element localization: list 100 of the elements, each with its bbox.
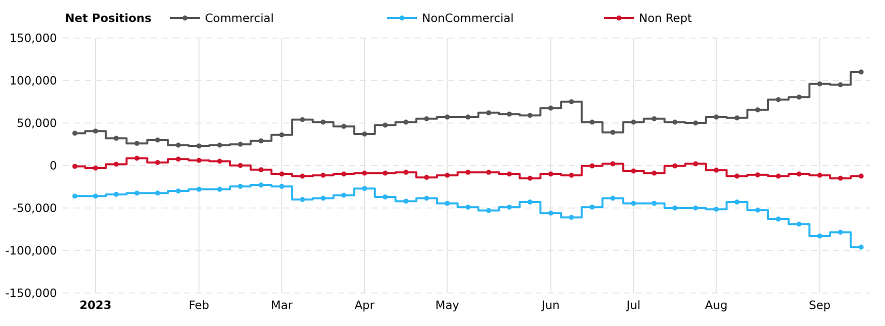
point — [134, 190, 140, 196]
point — [300, 174, 305, 179]
point — [817, 81, 822, 86]
x-tick-label: Jul — [626, 298, 640, 312]
point — [652, 116, 657, 122]
point — [300, 197, 305, 202]
point — [693, 206, 698, 210]
point — [755, 208, 760, 213]
point — [217, 158, 222, 164]
point — [134, 140, 140, 146]
point — [93, 128, 98, 134]
point — [486, 110, 492, 116]
point — [362, 186, 368, 191]
point — [610, 196, 616, 201]
point — [444, 172, 450, 178]
x-tick-label: Jun — [540, 298, 560, 312]
point — [734, 200, 740, 205]
point — [486, 170, 492, 175]
point — [444, 114, 450, 120]
point — [134, 156, 140, 161]
point — [631, 120, 636, 125]
point — [776, 97, 781, 102]
point — [568, 99, 574, 104]
legend-label: NonCommercial — [422, 11, 514, 25]
x-tick-label: May — [435, 298, 460, 312]
point — [838, 230, 843, 235]
point — [838, 82, 843, 88]
point — [238, 142, 243, 147]
x-tick-label: Sep — [808, 298, 831, 312]
point — [93, 166, 98, 171]
point — [320, 172, 326, 178]
point — [548, 210, 554, 216]
point — [279, 132, 284, 138]
point — [444, 200, 450, 206]
point — [93, 194, 98, 199]
point — [506, 204, 512, 210]
point — [176, 142, 181, 148]
point — [755, 107, 760, 112]
point — [817, 172, 822, 178]
point — [858, 244, 864, 250]
point — [403, 198, 408, 204]
legend-title: Net Positions — [65, 11, 152, 25]
point — [548, 106, 554, 111]
point — [714, 114, 719, 120]
point — [672, 206, 678, 210]
point — [714, 168, 719, 173]
point — [610, 161, 616, 166]
point — [176, 156, 181, 162]
x-tick-label: Aug — [705, 298, 728, 312]
point — [858, 174, 864, 179]
point — [155, 160, 160, 166]
y-tick-label: 100,000 — [9, 74, 57, 88]
point — [548, 172, 554, 176]
point — [403, 120, 408, 125]
point — [568, 214, 574, 220]
point — [258, 182, 264, 188]
point — [279, 184, 284, 189]
point — [528, 112, 533, 118]
x-tick-label: Mar — [270, 298, 293, 312]
point — [114, 136, 119, 141]
y-tick-label: -50,000 — [12, 201, 57, 216]
point — [279, 172, 284, 176]
point — [796, 94, 802, 100]
point — [528, 200, 533, 205]
point — [362, 132, 368, 137]
point — [300, 117, 305, 122]
point — [672, 163, 678, 168]
point — [610, 130, 616, 135]
point — [590, 163, 595, 168]
point — [72, 194, 78, 199]
y-tick-label: -100,000 — [5, 244, 57, 258]
point — [424, 116, 430, 122]
legend-label: Commercial — [205, 11, 274, 25]
point — [382, 122, 388, 128]
point — [631, 200, 636, 206]
point — [155, 190, 160, 196]
point — [776, 174, 781, 179]
point — [734, 115, 740, 120]
point — [506, 172, 512, 176]
point — [796, 222, 802, 227]
point — [341, 172, 346, 176]
point — [341, 124, 346, 129]
point — [486, 208, 492, 214]
point — [652, 200, 657, 206]
y-tick-label: 0 — [50, 158, 57, 173]
x-tick-label: Apr — [354, 298, 375, 312]
point — [217, 186, 222, 192]
point — [341, 192, 346, 198]
x-tick-label: Feb — [188, 298, 210, 312]
point — [465, 204, 470, 210]
legend-label: Non Rept — [639, 11, 692, 25]
point — [196, 186, 202, 192]
point — [362, 170, 368, 176]
point — [776, 216, 781, 222]
x-tick-label: 2023 — [80, 298, 112, 312]
point — [238, 184, 243, 189]
point — [258, 167, 264, 172]
point — [382, 170, 388, 176]
point — [217, 142, 222, 148]
point — [382, 194, 388, 200]
